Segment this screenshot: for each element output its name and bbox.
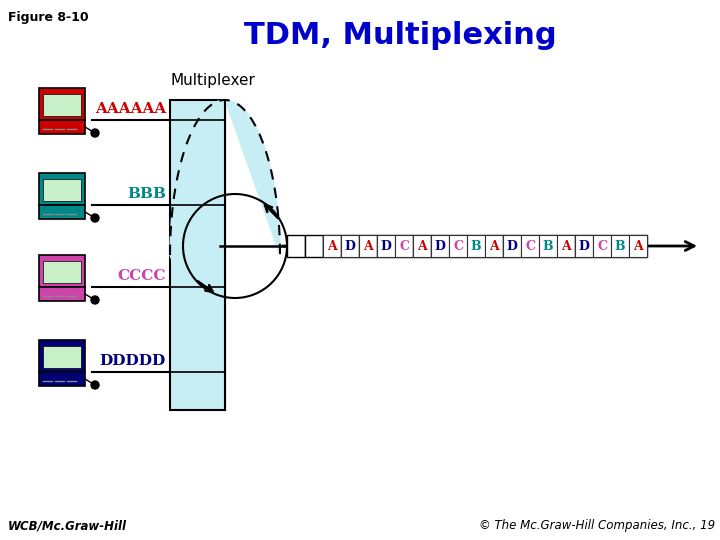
Bar xyxy=(39,120,85,134)
Circle shape xyxy=(91,381,99,389)
Text: CCCC: CCCC xyxy=(117,269,166,283)
Bar xyxy=(39,340,85,372)
Bar xyxy=(323,235,341,257)
Text: C: C xyxy=(399,240,409,253)
Bar xyxy=(575,235,593,257)
Bar xyxy=(431,235,449,257)
Text: B: B xyxy=(615,240,625,253)
Bar xyxy=(575,235,647,257)
Bar xyxy=(323,235,341,257)
Bar xyxy=(521,235,539,257)
Bar xyxy=(485,235,503,257)
Bar xyxy=(39,205,85,219)
Bar xyxy=(341,235,359,257)
Bar xyxy=(611,235,629,257)
Polygon shape xyxy=(170,100,280,410)
Bar xyxy=(43,179,81,201)
Text: DDDDD: DDDDD xyxy=(100,354,166,368)
Text: A: A xyxy=(417,240,427,253)
Bar xyxy=(377,235,413,257)
Text: Multiplexer: Multiplexer xyxy=(170,73,255,88)
Bar xyxy=(539,235,557,257)
Bar xyxy=(39,255,85,287)
Bar xyxy=(359,235,377,257)
Text: D: D xyxy=(435,240,446,253)
Text: C: C xyxy=(453,240,463,253)
Text: BBB: BBB xyxy=(127,187,166,201)
Bar xyxy=(305,235,323,257)
Bar xyxy=(467,235,485,257)
Bar xyxy=(593,235,611,257)
Circle shape xyxy=(91,129,99,137)
Text: WCB/Mc.Graw-Hill: WCB/Mc.Graw-Hill xyxy=(8,519,127,532)
Text: D: D xyxy=(579,240,590,253)
Text: A: A xyxy=(489,240,499,253)
Bar xyxy=(43,346,81,368)
Bar xyxy=(341,235,359,257)
Text: AAAAAA: AAAAAA xyxy=(95,102,166,116)
Circle shape xyxy=(91,214,99,222)
Text: D: D xyxy=(381,240,392,253)
Bar xyxy=(359,235,377,257)
Text: A: A xyxy=(561,240,571,253)
Bar xyxy=(449,235,467,257)
Text: A: A xyxy=(633,240,643,253)
Text: C: C xyxy=(597,240,607,253)
Bar xyxy=(170,100,225,410)
Bar xyxy=(503,235,575,257)
Bar xyxy=(377,235,395,257)
Text: A: A xyxy=(363,240,373,253)
Bar xyxy=(39,88,85,120)
Text: D: D xyxy=(507,240,518,253)
Bar xyxy=(629,235,647,257)
Bar xyxy=(413,235,431,257)
Text: Figure 8-10: Figure 8-10 xyxy=(8,11,89,24)
Bar xyxy=(39,287,85,301)
Text: D: D xyxy=(345,240,356,253)
Bar xyxy=(503,235,521,257)
Bar xyxy=(39,173,85,205)
Text: C: C xyxy=(525,240,535,253)
Text: A: A xyxy=(327,240,337,253)
Bar xyxy=(43,94,81,116)
Bar xyxy=(39,372,85,386)
Bar xyxy=(43,261,81,283)
Circle shape xyxy=(91,296,99,304)
Text: © The Mc.Graw-Hill Companies, Inc., 19: © The Mc.Graw-Hill Companies, Inc., 19 xyxy=(479,519,715,532)
Bar xyxy=(431,235,503,257)
Bar xyxy=(413,235,431,257)
Text: B: B xyxy=(471,240,481,253)
Text: TDM, Multiplexing: TDM, Multiplexing xyxy=(243,21,557,50)
Bar xyxy=(287,235,305,257)
Bar xyxy=(557,235,575,257)
Text: B: B xyxy=(543,240,553,253)
Bar xyxy=(395,235,413,257)
